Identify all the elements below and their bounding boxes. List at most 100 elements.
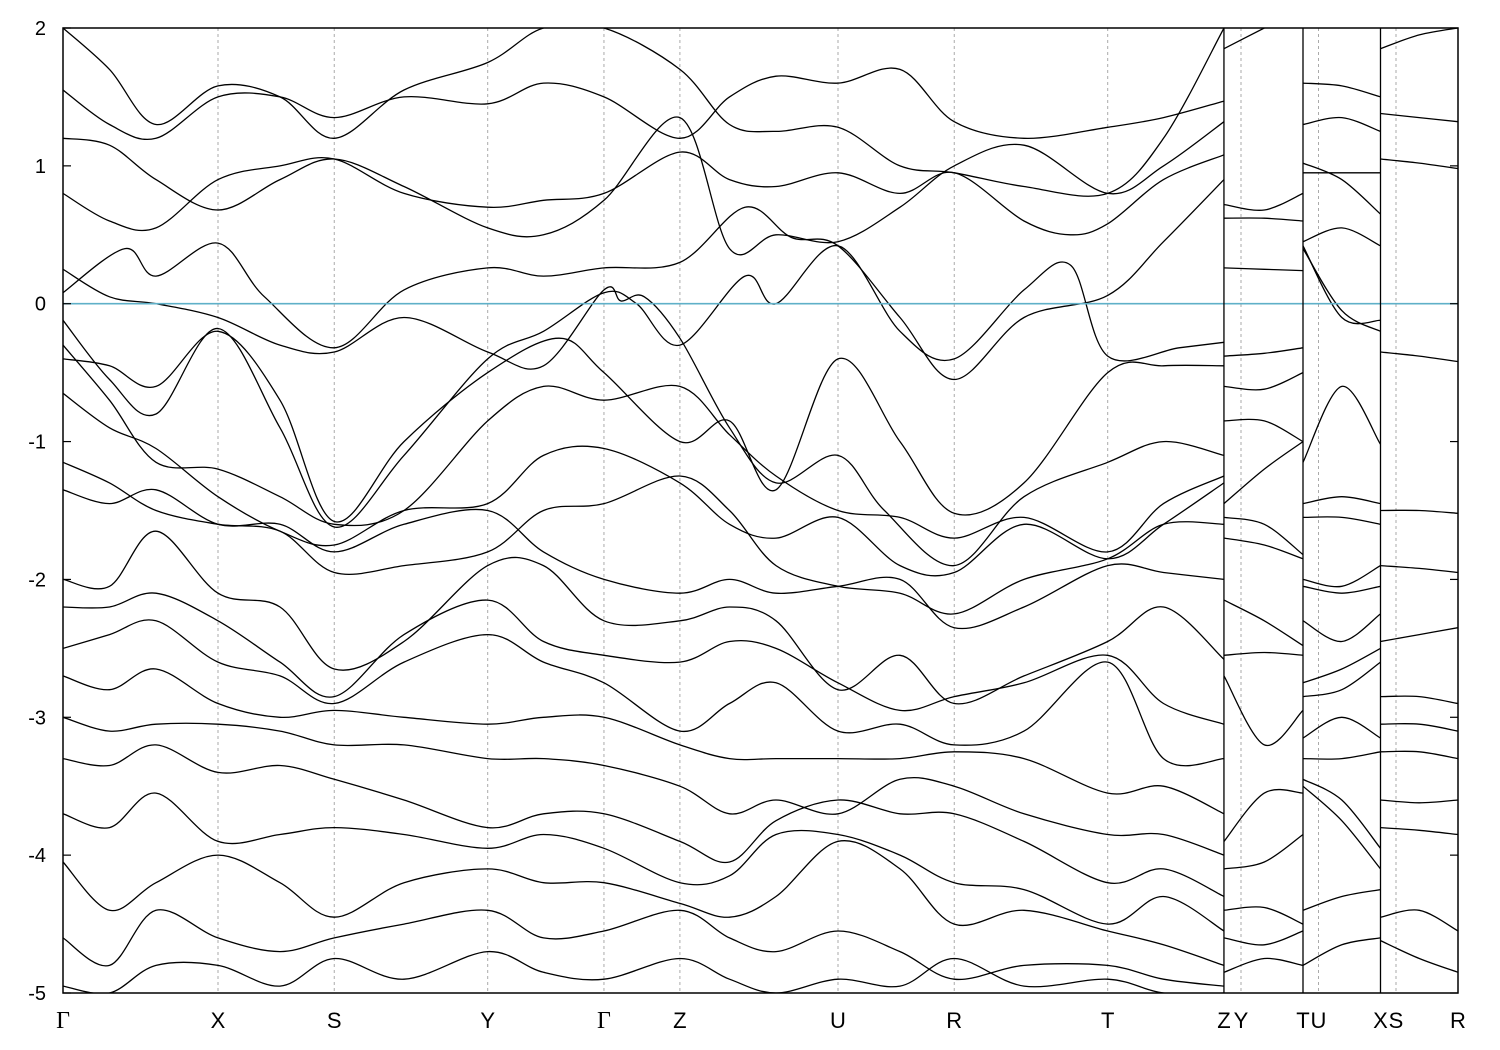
band-7 — [63, 28, 1225, 197]
band-58 — [1302, 785, 1382, 870]
x-tick-label: Y — [480, 1008, 495, 1033]
x-tick-label: Z — [1217, 1008, 1230, 1033]
band-19 — [63, 840, 1225, 967]
y-tick-label: 0 — [35, 294, 46, 316]
band-66 — [1380, 564, 1458, 574]
band-72 — [1380, 826, 1458, 836]
band-70 — [1380, 750, 1458, 760]
band-44 — [1302, 227, 1381, 247]
x-tick-label: X — [211, 1008, 226, 1033]
band-45 — [1302, 245, 1381, 325]
x-tick-label: S — [327, 1008, 342, 1033]
band-25 — [1223, 267, 1304, 272]
x-tick-label: Γ — [56, 1008, 70, 1034]
band-3 — [63, 330, 1225, 523]
band-32 — [1223, 599, 1304, 647]
band-59 — [1302, 888, 1381, 911]
y-tick-label: -4 — [28, 845, 46, 867]
band-0 — [63, 245, 1225, 528]
band-18 — [63, 792, 1225, 932]
band-30 — [1223, 516, 1304, 556]
band-9 — [63, 392, 1225, 577]
band-50 — [1302, 565, 1381, 588]
x-tick-label: Z — [673, 1008, 686, 1033]
band-49 — [1302, 516, 1381, 525]
band-65 — [1380, 509, 1458, 514]
band-23 — [1223, 192, 1304, 211]
band-57 — [1302, 778, 1382, 849]
band-28 — [1223, 418, 1304, 443]
band-6 — [63, 67, 1225, 141]
band-8 — [63, 344, 1225, 553]
y-tick-label: -3 — [28, 707, 46, 729]
band-40 — [1302, 82, 1381, 98]
x-tick-label: T — [1296, 1008, 1309, 1033]
band-46 — [1302, 248, 1381, 332]
x-tick-label: R — [1450, 1008, 1466, 1033]
band-69 — [1380, 723, 1458, 732]
band-36 — [1223, 833, 1304, 870]
x-tick-label: U — [1311, 1008, 1327, 1033]
band-64 — [1380, 351, 1458, 363]
band-48 — [1302, 496, 1381, 505]
band-63 — [1380, 158, 1458, 170]
band-55 — [1302, 716, 1381, 739]
band-53 — [1302, 647, 1381, 684]
band-71 — [1380, 799, 1458, 804]
band-14 — [63, 619, 1225, 767]
band-52 — [1302, 613, 1381, 643]
band-33 — [1223, 651, 1304, 656]
band-lines — [63, 28, 1458, 993]
kpoint-lines — [217, 28, 1397, 993]
y-axis: -5 -4 -3 -2 -1 0 1 2 — [28, 18, 1458, 1005]
x-tick-label: Γ — [597, 1008, 611, 1034]
band-73 — [1380, 909, 1458, 932]
y-tick-label: 1 — [35, 156, 46, 178]
band-24 — [1223, 217, 1304, 222]
band-60 — [1302, 937, 1381, 966]
band-74 — [1380, 940, 1458, 973]
x-tick-label: X — [1373, 1008, 1388, 1033]
band-47 — [1302, 385, 1382, 463]
band-35 — [1223, 788, 1304, 842]
band-2 — [63, 268, 1225, 567]
band-15 — [63, 668, 1225, 815]
y-tick-label: -5 — [28, 983, 46, 1005]
band-31 — [1223, 537, 1304, 560]
band-21 — [63, 950, 1224, 993]
band-62 — [1380, 112, 1458, 123]
x-tick-label: R — [946, 1008, 962, 1033]
band-26 — [1223, 347, 1304, 357]
band-38 — [1223, 930, 1304, 946]
band-41 — [1302, 116, 1381, 133]
band-39 — [1223, 957, 1304, 973]
x-tick-label: U — [830, 1008, 846, 1033]
segment-breaks — [1223, 28, 1382, 993]
band-1 — [63, 179, 1225, 381]
band-37 — [1223, 906, 1304, 925]
band-61 — [1380, 28, 1458, 50]
band-51 — [1302, 585, 1381, 594]
y-tick-label: 2 — [35, 18, 46, 40]
band-29 — [1223, 441, 1304, 505]
band-13 — [63, 592, 1225, 725]
band-20 — [63, 909, 1225, 987]
x-tick-label: T — [1101, 1008, 1114, 1033]
y-tick-label: -1 — [28, 432, 46, 454]
band-54 — [1302, 661, 1381, 698]
band-67 — [1380, 627, 1458, 643]
band-11 — [63, 488, 1225, 630]
plot-frame — [62, 27, 1459, 994]
band-42 — [1302, 162, 1381, 215]
x-tick-label: Y — [1234, 1008, 1249, 1033]
band-4 — [63, 151, 1225, 236]
band-27 — [1223, 372, 1304, 391]
band-10 — [63, 461, 1225, 615]
band-34 — [1223, 675, 1304, 746]
band-16 — [63, 716, 1225, 856]
x-tick-label: S — [1389, 1008, 1404, 1033]
y-tick-label: -2 — [28, 569, 46, 591]
band-68 — [1380, 695, 1458, 705]
